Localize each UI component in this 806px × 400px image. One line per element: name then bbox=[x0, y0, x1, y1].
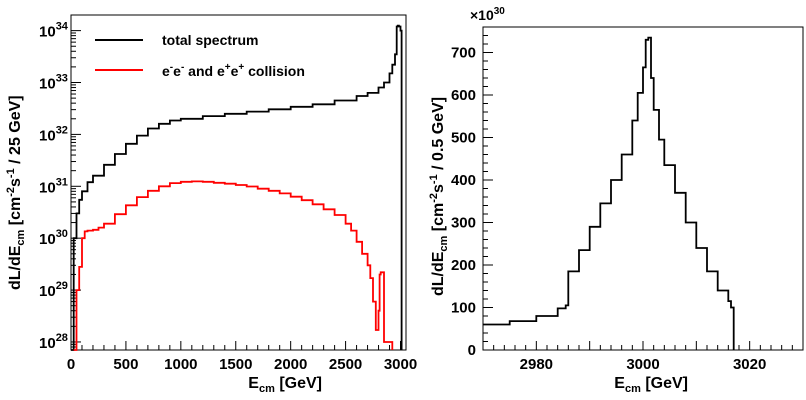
right-panel: 2980 3000 3020 0 100 200 300 400 500 600 700 ×103… bbox=[428, 6, 804, 395]
right-y-tick-label: 0 bbox=[468, 342, 476, 359]
right-y-axis-label: dL/dEcm [cm-2s-1 / 0.5 GeV] bbox=[428, 97, 450, 296]
series-line-collision bbox=[73, 180, 394, 351]
left-x-tick-label: 0 bbox=[67, 356, 75, 373]
left-x-tick-label: 2000 bbox=[274, 356, 307, 373]
left-x-tick-labels: 0 500 1000 1500 2000 2500 3000 bbox=[67, 356, 417, 373]
right-y-tick-label: 700 bbox=[451, 45, 476, 62]
left-y-axis-label: dL/dEcm [cm-2s-1 / 25 GeV] bbox=[5, 95, 27, 290]
left-plot-frame bbox=[70, 14, 407, 351]
right-y-tick-label: 100 bbox=[451, 300, 476, 317]
right-y-tick-label: 500 bbox=[451, 130, 476, 147]
series-line-peak bbox=[483, 36, 735, 350]
right-x-tick-label: 2980 bbox=[520, 356, 553, 373]
left-y-tick-label: 1031 bbox=[39, 176, 68, 196]
left-series-group bbox=[71, 24, 403, 351]
left-x-tick-label: 500 bbox=[113, 356, 138, 373]
right-x-axis-label: Ecm [GeV] bbox=[614, 375, 688, 395]
left-x-tick-label: 1000 bbox=[164, 356, 197, 373]
left-y-tick-label: 1034 bbox=[39, 21, 69, 41]
left-y-tick-label: 1029 bbox=[39, 280, 68, 300]
left-x-axis-label: Ecm [GeV] bbox=[248, 375, 322, 395]
right-y-tick-label: 600 bbox=[451, 87, 476, 104]
left-panel: 0 500 1000 1500 2000 2500 3000 1028 1029 1030 103… bbox=[5, 14, 417, 395]
left-y-tick-label: 1028 bbox=[39, 332, 68, 352]
right-y-tick-labels: 0 100 200 300 400 500 600 700 bbox=[451, 45, 476, 360]
right-y-tick-label: 300 bbox=[451, 215, 476, 232]
right-x-tick-label: 3000 bbox=[626, 356, 659, 373]
right-series-group bbox=[483, 36, 735, 350]
right-axis-ticks bbox=[482, 26, 804, 351]
right-scale-factor: ×1030 bbox=[470, 6, 505, 23]
left-y-tick-label: 1032 bbox=[39, 124, 68, 144]
left-x-tick-label: 1500 bbox=[219, 356, 252, 373]
left-y-tick-label: 1033 bbox=[39, 73, 68, 93]
left-y-tick-labels: 1028 1029 1030 1031 1032 1033 1034 bbox=[39, 21, 69, 352]
right-x-tick-label: 3020 bbox=[733, 356, 766, 373]
legend-label-collision: e-e- and e+e+ collision bbox=[162, 62, 305, 79]
right-y-tick-label: 400 bbox=[451, 172, 476, 189]
right-y-tick-label: 200 bbox=[451, 257, 476, 274]
left-x-tick-label: 3000 bbox=[384, 356, 417, 373]
left-x-tick-label: 2500 bbox=[329, 356, 362, 373]
left-y-tick-label: 1030 bbox=[39, 228, 68, 248]
legend-label-total: total spectrum bbox=[162, 32, 258, 48]
right-x-tick-labels: 2980 3000 3020 bbox=[520, 356, 767, 373]
series-line-total-spectrum bbox=[71, 24, 403, 351]
